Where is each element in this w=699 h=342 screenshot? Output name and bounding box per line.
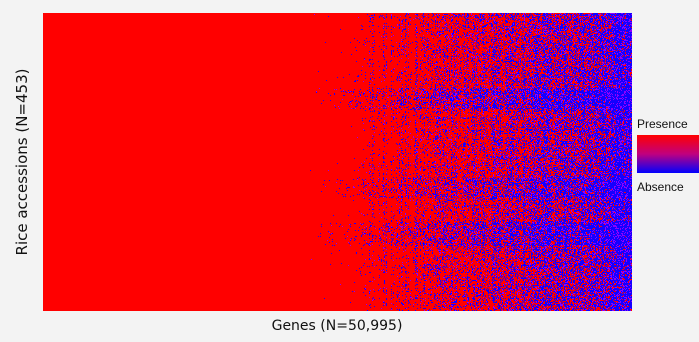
y-axis-label: Rice accessions (N=453)	[13, 68, 31, 256]
legend-label-absence: Absence	[637, 180, 684, 194]
color-legend: Presence Absence	[637, 117, 699, 194]
heatmap-plot	[43, 13, 632, 311]
legend-color-bar	[637, 135, 699, 173]
legend-label-presence: Presence	[637, 117, 688, 131]
x-axis-label: Genes (N=50,995)	[271, 318, 403, 334]
legend-gradient-rect	[637, 135, 699, 173]
